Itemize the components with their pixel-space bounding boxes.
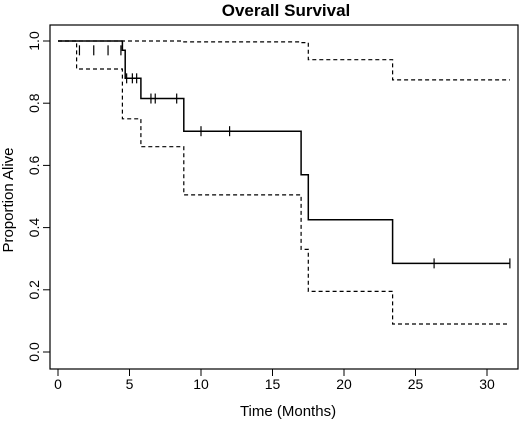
x-tick-label: 15 — [265, 376, 281, 392]
x-tick-label: 20 — [336, 376, 352, 392]
y-tick-label: 0.4 — [26, 218, 42, 238]
x-tick-label: 30 — [479, 376, 495, 392]
series-line-3 — [58, 40, 510, 325]
series-layer — [58, 40, 511, 325]
x-tick-label: 10 — [193, 376, 209, 392]
x-tick-label: 0 — [54, 376, 62, 392]
chart-title: Overall Survival — [222, 1, 351, 20]
x-tick-label: 25 — [408, 376, 424, 392]
y-tick-label: 1.0 — [26, 31, 42, 51]
series-line-2 — [58, 40, 510, 81]
x-tick-label: 5 — [126, 376, 134, 392]
y-tick-label: 0.0 — [26, 342, 42, 362]
series-line-1 — [58, 40, 510, 265]
y-tick-label: 0.2 — [26, 280, 42, 300]
axes: 0 5 10 15 20 25 30 0.0 0.2 0.4 0.6 0.8 1.0 — [26, 31, 495, 392]
y-tick-label: 0.6 — [26, 155, 42, 175]
y-axis-label: Proportion Alive — [0, 147, 17, 252]
y-tick-label: 0.8 — [26, 93, 42, 113]
x-axis-label: Time (Months) — [240, 403, 336, 420]
plot-frame — [49, 24, 519, 370]
